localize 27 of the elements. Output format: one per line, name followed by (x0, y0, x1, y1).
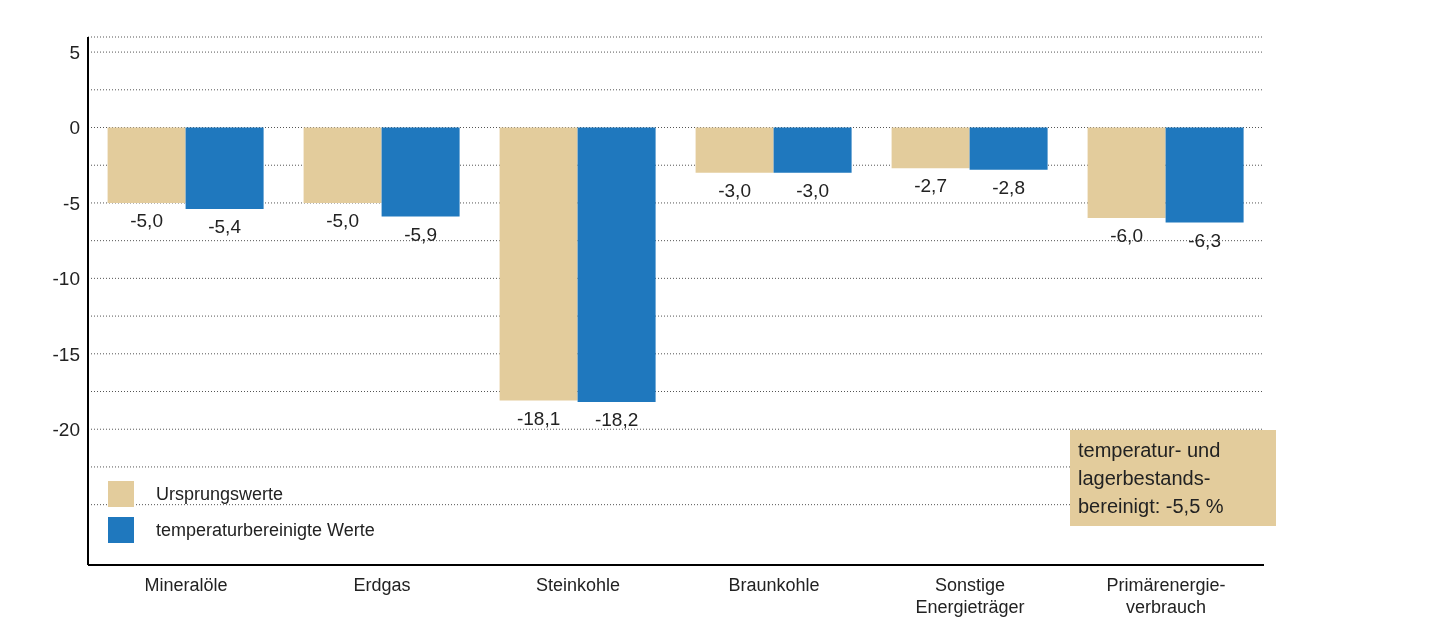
x-tick-label: Erdgas (353, 575, 411, 595)
data-label: -18,1 (516, 407, 561, 429)
legend-label: temperaturbereinigte Werte (156, 519, 375, 541)
data-label: -2,7 (914, 175, 947, 197)
x-tick-label: Primärenergie-verbrauch (1106, 575, 1226, 617)
annotation: temperatur- und lagerbestands-bereinigt: -5,5 % (1070, 430, 1276, 526)
data-label: -2,8 (992, 176, 1025, 198)
data-label: -3,0 (796, 179, 829, 201)
y-tick-label: -10 (52, 268, 80, 290)
data-label: -5,0 (326, 209, 359, 231)
y-tick-label: 5 (69, 41, 80, 63)
y-tick-label: -20 (52, 418, 80, 440)
x-tick-label: Mineralöle (144, 575, 228, 595)
data-label: -6,0 (1110, 225, 1143, 247)
data-label: -6,3 (1188, 229, 1221, 251)
data-label: -3,0 (718, 179, 751, 201)
y-tick-label: -15 (52, 343, 80, 365)
x-tick-label: Sonstige Energieträger (915, 575, 1025, 617)
data-label: -5,0 (130, 209, 163, 231)
x-tick-label: Braunkohle (728, 575, 820, 595)
y-tick-label: -5 (63, 192, 80, 214)
data-label: -5,4 (208, 215, 242, 237)
data-label: -18,2 (594, 409, 639, 431)
data-label: -5,9 (404, 223, 437, 245)
legend-label: Ursprungswerte (156, 483, 284, 505)
y-tick-label: 0 (69, 117, 80, 139)
x-tick-label: Steinkohle (535, 575, 621, 595)
